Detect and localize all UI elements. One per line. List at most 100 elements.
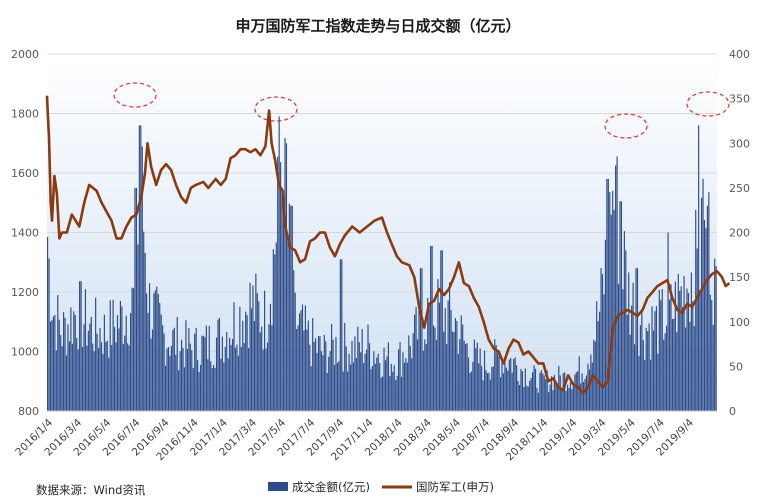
volume-bar bbox=[518, 385, 521, 411]
volume-bar bbox=[459, 339, 461, 411]
volume-bar bbox=[650, 359, 652, 411]
volume-bar bbox=[130, 312, 132, 411]
volume-bar bbox=[424, 339, 426, 411]
volume-bar bbox=[282, 201, 285, 411]
volume-bar bbox=[714, 258, 716, 411]
volume-bar bbox=[540, 370, 542, 411]
volume-bar bbox=[60, 335, 62, 411]
volume-bar bbox=[565, 391, 567, 411]
volume-bar bbox=[711, 299, 713, 411]
volume-bar bbox=[298, 313, 301, 411]
volume-bar bbox=[352, 362, 355, 411]
volume-bar bbox=[57, 295, 59, 411]
volume-bar bbox=[661, 289, 663, 411]
volume-bar bbox=[172, 329, 174, 411]
volume-bar bbox=[333, 365, 336, 411]
volume-bar bbox=[616, 156, 618, 411]
right-axis-tick-label: 200 bbox=[729, 227, 750, 240]
volume-bar bbox=[647, 331, 649, 411]
volume-bar bbox=[652, 330, 655, 411]
volume-bar bbox=[666, 325, 668, 411]
volume-bar bbox=[297, 325, 299, 411]
volume-bar bbox=[100, 342, 103, 411]
volume-bar bbox=[205, 325, 207, 411]
volume-bar bbox=[246, 315, 248, 411]
volume-bar bbox=[696, 248, 698, 411]
volume-bar bbox=[604, 239, 607, 411]
volume-bar bbox=[517, 380, 519, 411]
volume-bar bbox=[143, 231, 145, 411]
volume-bar bbox=[374, 363, 376, 411]
volume-bar bbox=[617, 284, 620, 411]
volume-bar bbox=[655, 306, 657, 411]
volume-bar bbox=[186, 349, 188, 411]
volume-bar bbox=[676, 332, 678, 411]
volume-bar bbox=[58, 319, 60, 411]
volume-bar bbox=[469, 373, 471, 411]
volume-bar bbox=[639, 325, 641, 411]
volume-bar bbox=[387, 342, 389, 411]
volume-bar bbox=[475, 348, 477, 411]
volume-bar bbox=[658, 290, 660, 411]
volume-bar bbox=[248, 348, 250, 411]
volume-bar bbox=[645, 327, 647, 411]
volume-bar bbox=[290, 205, 292, 411]
volume-bar bbox=[131, 287, 133, 411]
right-axis-tick-label: 400 bbox=[729, 48, 750, 61]
volume-bar bbox=[111, 345, 113, 411]
volume-bar bbox=[438, 302, 440, 411]
volume-bar bbox=[453, 332, 455, 411]
volume-bar bbox=[456, 320, 458, 411]
volume-bar bbox=[214, 367, 216, 411]
volume-bar bbox=[463, 340, 465, 411]
volume-bar bbox=[167, 347, 170, 411]
volume-bar bbox=[446, 344, 448, 411]
volume-bar bbox=[99, 327, 101, 411]
volume-bar bbox=[361, 329, 363, 411]
volume-bar bbox=[396, 375, 398, 411]
volume-bar bbox=[303, 330, 305, 411]
volume-bar bbox=[546, 370, 548, 411]
volume-bar bbox=[684, 327, 687, 411]
volume-bar bbox=[272, 249, 274, 411]
volume-bar bbox=[524, 368, 526, 411]
volume-bar bbox=[255, 273, 257, 411]
volume-bar bbox=[48, 258, 50, 411]
volume-bar bbox=[642, 340, 644, 411]
volume-bar bbox=[371, 366, 373, 411]
left-axis-tick-label: 800 bbox=[18, 405, 39, 418]
volume-bar bbox=[499, 377, 502, 411]
right-axis-tick-label: 0 bbox=[729, 405, 736, 418]
volume-bar bbox=[425, 344, 427, 411]
volume-bar bbox=[414, 314, 416, 411]
volume-bar bbox=[86, 345, 88, 411]
volume-bar bbox=[561, 387, 563, 411]
volume-bar bbox=[536, 387, 538, 411]
volume-bar bbox=[156, 286, 158, 411]
volume-bar bbox=[351, 340, 353, 411]
volume-bar bbox=[213, 365, 215, 411]
volume-bar bbox=[591, 362, 593, 411]
volume-bar bbox=[176, 317, 178, 411]
volume-bar bbox=[341, 259, 343, 411]
volume-bar bbox=[692, 301, 694, 411]
left-axis-tick-label: 1200 bbox=[11, 286, 39, 299]
volume-bar bbox=[406, 362, 408, 411]
volume-bar bbox=[584, 378, 586, 411]
volume-bar bbox=[189, 343, 191, 411]
volume-bar bbox=[393, 365, 395, 411]
volume-bar bbox=[449, 282, 451, 411]
volume-bar bbox=[513, 358, 515, 411]
volume-bar bbox=[537, 392, 540, 411]
volume-bar bbox=[529, 380, 531, 411]
volume-bar bbox=[545, 379, 547, 411]
volume-bar bbox=[245, 311, 247, 411]
volume-bar bbox=[539, 372, 541, 411]
volume-bar bbox=[315, 338, 317, 411]
volume-bar bbox=[427, 298, 429, 411]
volume-bar bbox=[329, 351, 331, 411]
volume-bar bbox=[690, 272, 692, 411]
volume-bar bbox=[526, 385, 528, 411]
volume-bar bbox=[451, 331, 454, 411]
volume-bar bbox=[300, 310, 302, 411]
